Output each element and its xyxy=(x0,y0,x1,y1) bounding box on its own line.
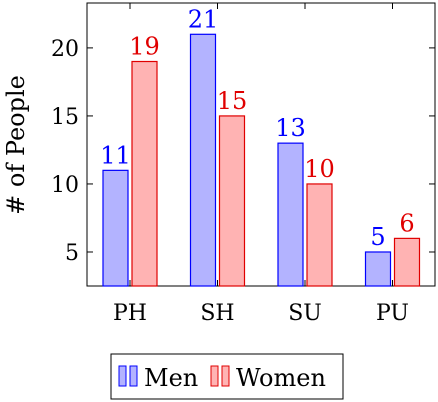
legend-entry-men: Men xyxy=(118,364,198,392)
bar-men-ph xyxy=(102,169,129,287)
data-labels-layer: 11 19 21 15 13 10 5 6 xyxy=(100,5,414,251)
data-label-women-su: 10 xyxy=(304,155,335,183)
data-label-women-pu: 6 xyxy=(399,209,414,237)
legend-label-men: Men xyxy=(144,364,198,392)
legend-swatch-women-2 xyxy=(221,365,230,387)
bars-layer xyxy=(102,33,421,287)
data-label-men-sh: 21 xyxy=(188,5,219,33)
legend: Men Women xyxy=(110,353,344,400)
y-axis-title: # of People xyxy=(2,75,30,215)
x-tick-label-ph: PH xyxy=(113,301,147,326)
bar-men-su xyxy=(277,142,304,287)
y-tick-label-20: 20 xyxy=(51,37,79,62)
x-tick-label-pu: PU xyxy=(376,301,409,326)
y-tick-label-5: 5 xyxy=(65,241,79,266)
legend-label-women: Women xyxy=(236,364,326,392)
legend-entry-women: Women xyxy=(210,364,326,392)
bar-women-sh xyxy=(218,115,246,287)
legend-swatch-men-2 xyxy=(129,365,138,387)
ticks-layer: 5 10 15 20 PH SH SU PU xyxy=(51,3,435,326)
data-label-women-sh: 15 xyxy=(217,87,248,115)
data-label-women-ph: 19 xyxy=(129,33,160,61)
bar-women-su xyxy=(306,183,333,287)
legend-swatch-women-1 xyxy=(210,365,219,387)
x-tick-label-sh: SH xyxy=(200,301,234,326)
plot-frame xyxy=(86,2,436,287)
data-label-men-pu: 5 xyxy=(370,223,385,251)
data-label-men-ph: 11 xyxy=(100,141,131,169)
x-tick-label-su: SU xyxy=(288,301,322,326)
bar-men-sh xyxy=(189,33,217,287)
y-tick-label-10: 10 xyxy=(51,173,79,198)
y-tick-label-15: 15 xyxy=(51,105,79,130)
bar-women-pu xyxy=(393,237,421,287)
legend-swatch-men-1 xyxy=(118,365,127,387)
bar-women-ph xyxy=(131,60,158,287)
bar-men-pu xyxy=(364,251,392,287)
data-label-men-su: 13 xyxy=(275,114,306,142)
